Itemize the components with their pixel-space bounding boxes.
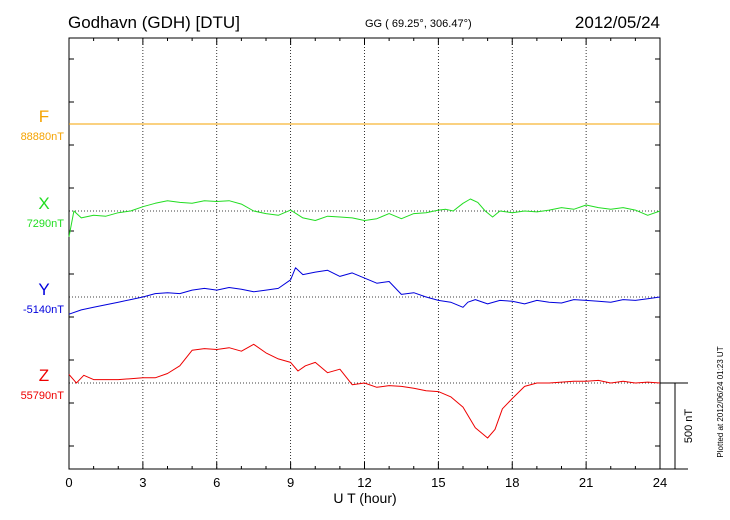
grid [69,38,660,469]
date-label: 2012/05/24 [575,13,660,32]
x-tick-label: 21 [579,475,593,490]
series-labels: F 88880nT X 7290nT Y -5140nT Z 55790nT [21,107,65,402]
x-tick-labels: 0 3 6 9 12 15 18 21 24 [65,475,667,490]
x-tick-label: 9 [287,475,294,490]
series-baseline-F: 88880nT [21,131,65,143]
x-tick-label: 6 [213,475,220,490]
series-baseline-Z: 55790nT [21,390,65,402]
station-title: Godhavn (GDH) [DTU] [68,13,240,32]
x-tick-label: 0 [65,475,72,490]
x-tick-label: 15 [431,475,445,490]
series-line-Y [68,267,661,315]
station-coordinates: GG ( 69.25°, 306.47°) [365,18,472,30]
x-tick-label: 24 [653,475,667,490]
series-baseline-X: 7290nT [27,218,65,230]
series-name-F: F [39,107,49,126]
series-line-Z [68,343,661,439]
plotted-note: Plotted at 2012/06/24 01:23 UT [716,346,725,457]
series-baseline-Y: -5140nT [23,304,64,316]
series-name-Y: Y [38,280,49,299]
series-name-Z: Z [39,366,49,385]
series-name-X: X [38,194,49,213]
series-line-X [68,198,661,237]
series-lines [68,123,661,439]
axis-ticks [68,38,661,469]
x-tick-label: 18 [505,475,519,490]
scale-bar: 500 nT [660,382,695,470]
x-axis-label: U T (hour) [333,490,396,506]
x-tick-label: 12 [357,475,371,490]
x-tick-label: 3 [139,475,146,490]
scale-bar-label: 500 nT [683,409,695,444]
